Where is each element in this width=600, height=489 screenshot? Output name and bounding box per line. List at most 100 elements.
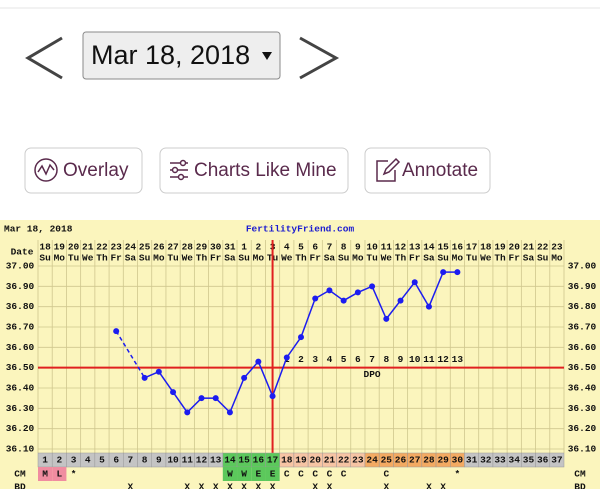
weekday-label: Mo xyxy=(452,253,464,264)
date-label: 4 xyxy=(284,242,290,253)
bd-value: X xyxy=(241,482,247,489)
cycle-day-label: 8 xyxy=(142,455,148,466)
bd-value: X xyxy=(440,482,446,489)
bd-value: X xyxy=(199,482,205,489)
y2-tick-label: 36.90 xyxy=(568,281,597,292)
cycle-day-label: 34 xyxy=(509,455,521,466)
cycle-day-label: 27 xyxy=(409,455,421,466)
y2-tick-label: 36.20 xyxy=(568,423,597,434)
overlay-button[interactable]: Overlay xyxy=(24,147,143,194)
prev-arrow[interactable] xyxy=(25,36,63,80)
charts-like-mine-button[interactable]: Charts Like Mine xyxy=(159,147,349,194)
date-dropdown[interactable]: Mar 18, 2018 xyxy=(82,31,281,80)
date-text: Mar 18, 2018 xyxy=(91,40,250,70)
temp-point xyxy=(212,395,219,402)
cycle-day-label: 26 xyxy=(395,455,407,466)
temp-point xyxy=(411,279,418,286)
cm-cell xyxy=(265,467,280,481)
date-label: 21 xyxy=(523,242,535,253)
date-label: 17 xyxy=(466,242,478,253)
weekday-label: Sa xyxy=(423,253,435,264)
cm-value: C xyxy=(312,469,318,480)
date-label: 14 xyxy=(423,242,435,253)
weekday-label: We xyxy=(281,253,293,264)
y-tick-label: 36.50 xyxy=(6,362,35,373)
date-label: 19 xyxy=(54,242,66,253)
y2-tick-label: 36.30 xyxy=(568,403,597,414)
cycle-day-label: 23 xyxy=(352,455,364,466)
weekday-label: Tu xyxy=(366,253,378,264)
cycle-day-label: 32 xyxy=(480,455,492,466)
line-segment xyxy=(172,391,188,413)
temp-point xyxy=(383,315,390,322)
weekday-label: Mo xyxy=(551,253,563,264)
cm-value: E xyxy=(255,469,261,480)
overlay-icon-wave xyxy=(37,163,55,176)
temp-point xyxy=(440,269,447,276)
weekday-label: Sa xyxy=(224,253,236,264)
chart-title: FertilityFriend.com xyxy=(246,224,355,235)
cycle-day-label: 14 xyxy=(224,455,236,466)
cm-value: C xyxy=(327,469,333,480)
weekday-label: Su xyxy=(338,253,350,264)
y-tick-label: 36.20 xyxy=(6,423,35,434)
weekday-label: Su xyxy=(238,253,250,264)
date-label: 18 xyxy=(39,242,51,253)
cycle-day-label: 15 xyxy=(238,455,250,466)
cycle-day-label: 6 xyxy=(113,455,119,466)
next-arrow[interactable] xyxy=(299,36,340,80)
weekday-label: Fr xyxy=(509,253,521,264)
dropdown-box xyxy=(82,31,281,80)
cm-value: C xyxy=(284,469,290,480)
pencil-icon xyxy=(382,157,401,176)
y-tick-label: 37.00 xyxy=(6,261,35,272)
cycle-day-label: 29 xyxy=(437,455,449,466)
cm-value: C xyxy=(383,469,389,480)
cm-value: C xyxy=(298,469,304,480)
cycle-day-label: 37 xyxy=(551,455,563,466)
cm-value: E xyxy=(270,469,276,480)
annotate-button[interactable]: Annotate xyxy=(364,147,491,194)
date-label: 23 xyxy=(551,242,563,253)
cm-value: * xyxy=(71,469,77,480)
temp-point xyxy=(170,389,177,396)
cm-cell xyxy=(222,467,238,481)
bd-value: X xyxy=(312,482,318,489)
line-segment xyxy=(243,361,259,379)
cycle-day-label: 17 xyxy=(267,455,279,466)
date-label: 11 xyxy=(381,242,393,253)
y-tick-label: 36.30 xyxy=(6,403,35,414)
weekday-label: Fr xyxy=(310,253,322,264)
weekday-label: Su xyxy=(537,253,549,264)
date-label: 13 xyxy=(409,242,421,253)
weekday-label: Mo xyxy=(352,253,364,264)
weekday-label: Su xyxy=(139,253,151,264)
bd-value: X xyxy=(227,482,233,489)
temp-point xyxy=(312,295,319,302)
line-segment xyxy=(286,336,302,358)
weekday-label: Fr xyxy=(110,253,122,264)
weekday-label: Tu xyxy=(68,253,80,264)
bd-value: X xyxy=(255,482,261,489)
cm-label: CM xyxy=(574,469,586,480)
line-segment xyxy=(385,300,402,320)
dpo-label: 12 xyxy=(437,354,449,365)
line-segment xyxy=(186,397,203,413)
chart-date-stamp: Mar 18, 2018 xyxy=(4,224,73,235)
gap-connector xyxy=(115,330,146,379)
weekday-label: Su xyxy=(39,253,51,264)
bd-label: BD xyxy=(14,482,26,489)
bd-value: X xyxy=(327,482,333,489)
bd-value: X xyxy=(383,482,389,489)
chart-background xyxy=(0,220,600,489)
date-label: 26 xyxy=(153,242,165,253)
weekday-label: We xyxy=(82,253,94,264)
line-segment xyxy=(271,357,288,397)
fertility-chart: Mar 18, 2018 FertilityFriend.com Date 18… xyxy=(0,220,600,489)
y2-tick-label: 36.50 xyxy=(568,362,597,373)
temp-point xyxy=(113,328,120,335)
dpo-label: 11 xyxy=(423,354,435,365)
cm-label: CM xyxy=(14,469,26,480)
date-label: 25 xyxy=(139,242,151,253)
